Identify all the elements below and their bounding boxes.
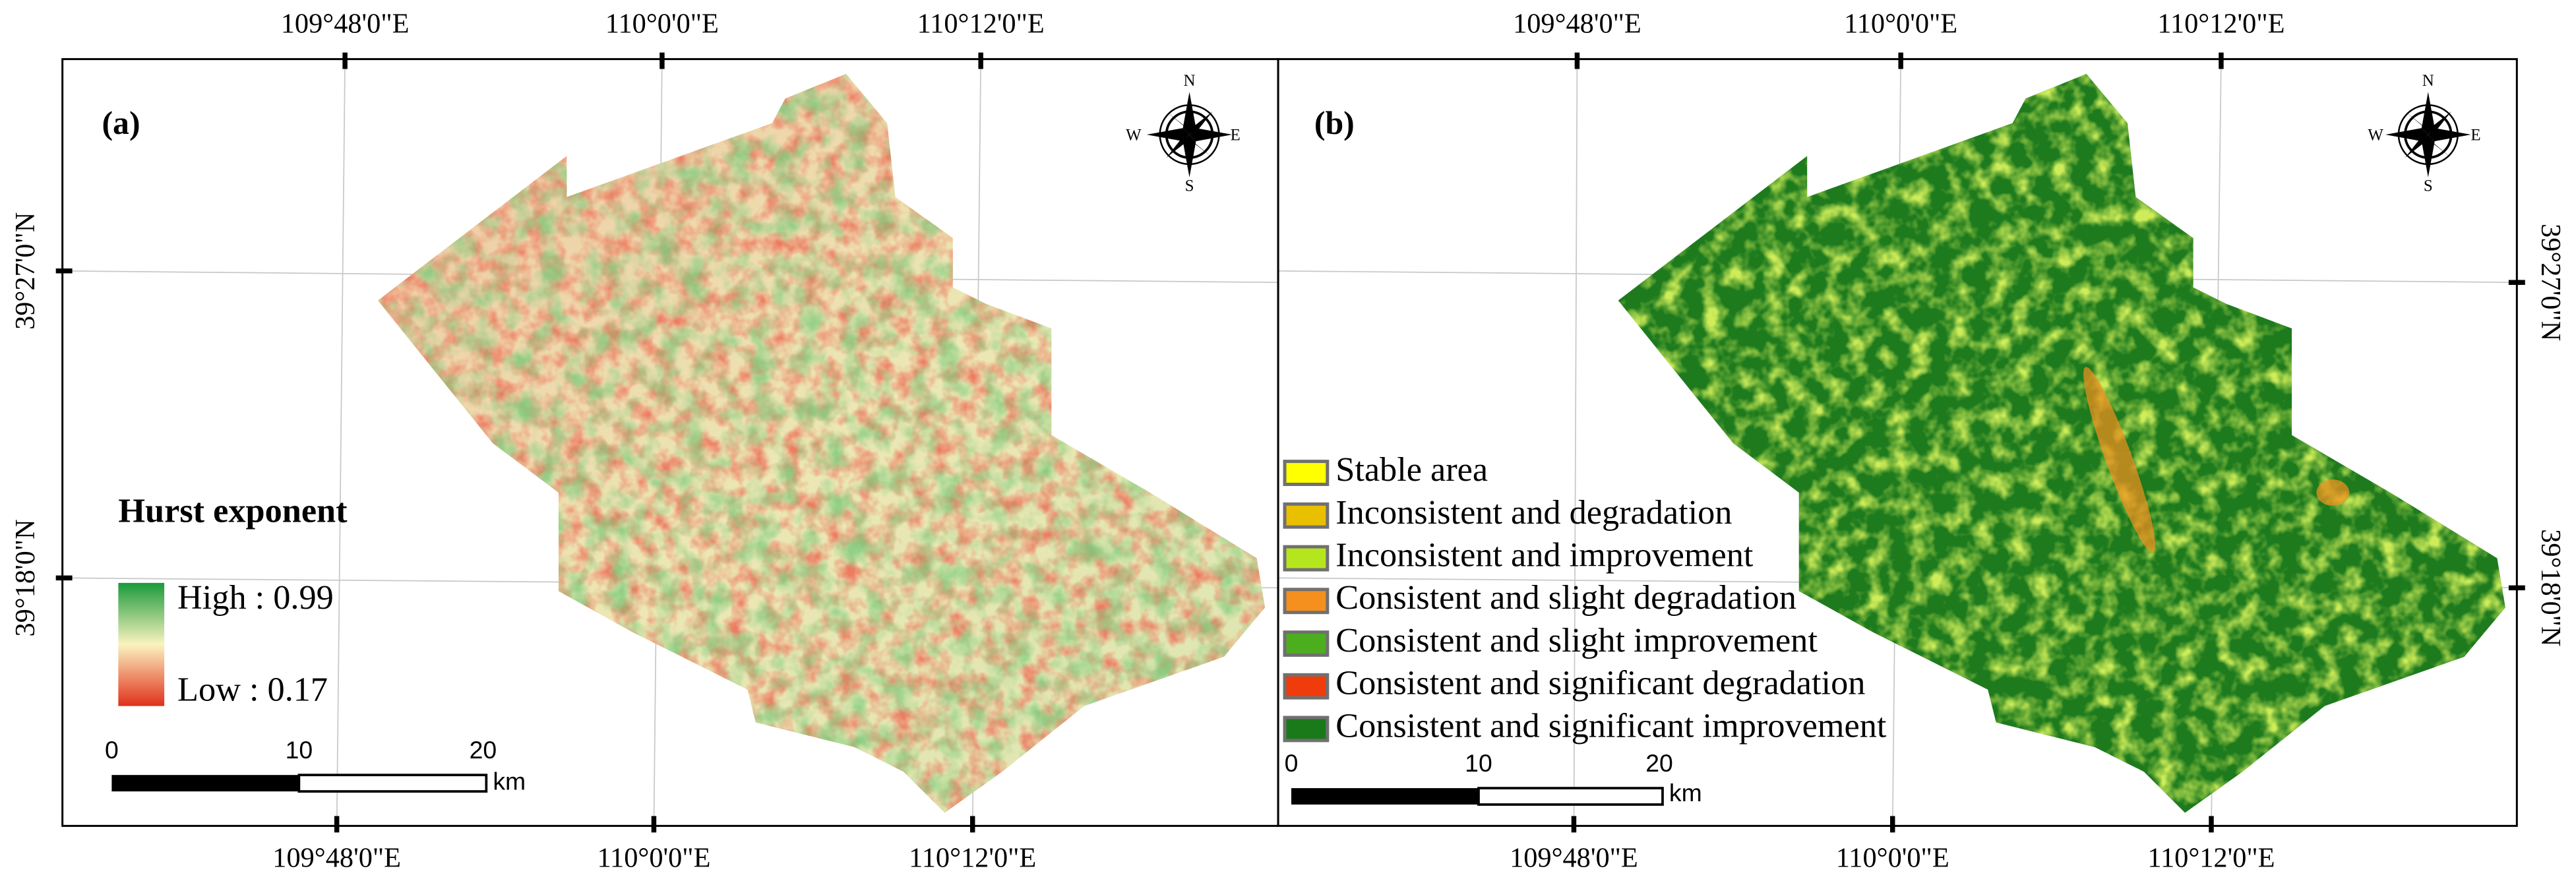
compass-w: W (2368, 126, 2383, 144)
lon-label: 110°0'0"E (1844, 9, 1957, 40)
scale-tick: 0 (105, 736, 119, 764)
legend-swatch (1283, 460, 1330, 486)
scale-bar-white (1477, 787, 1664, 806)
lat-label: 39°18'0"N (2535, 529, 2566, 646)
lat-label: 39°27'0"N (2535, 224, 2566, 341)
scale-tick: 10 (286, 736, 313, 764)
legend-label: Consistent and slight improvement (1335, 621, 1818, 659)
legend-label: Consistent and significant degradation (1335, 664, 1865, 702)
scale-tick: 20 (470, 736, 497, 764)
scale-unit: km (1669, 779, 1702, 807)
lon-label: 110°12'0"E (917, 9, 1045, 40)
legend-swatch (1283, 502, 1330, 529)
lon-label: 110°12'0"E (2147, 842, 2275, 873)
panel-label: (b) (1314, 105, 1355, 141)
scale-bar-white (297, 774, 488, 793)
ticks (55, 52, 983, 833)
lat-label: 39°27'0"N (10, 212, 41, 330)
legend-label: Consistent and significant improvement (1335, 706, 1887, 745)
lon-label: 109°48'0"E (1513, 9, 1641, 40)
legend-swatch (1283, 630, 1330, 657)
legend-title: Hurst exponent (118, 491, 348, 530)
compass-n: N (1184, 72, 1196, 90)
compass-s: S (2424, 177, 2433, 195)
legend-label: Stable area (1335, 450, 1488, 489)
legend-low: Low : 0.17 (177, 671, 328, 709)
panel-label: (a) (102, 105, 140, 141)
compass-s: S (1185, 177, 1194, 195)
compass-e: E (2470, 126, 2480, 144)
ticks (1571, 52, 2525, 833)
lon-label: 109°48'0"E (281, 9, 410, 40)
compass (1145, 90, 1234, 179)
legend-label: Inconsistent and improvement (1335, 536, 1754, 574)
legend-high: High : 0.99 (177, 578, 334, 617)
compass-w: W (1126, 126, 1142, 144)
legend-swatch (1283, 545, 1330, 572)
hurst-map (377, 74, 1266, 813)
legend-ramp (118, 582, 165, 706)
lon-label: 110°0'0"E (1836, 842, 1949, 873)
panel-a: 109°48'0"E 110°0'0"E 110°12'0"E 109°48'0… (10, 9, 1279, 873)
scale-unit: km (493, 767, 526, 795)
lon-label: 110°0'0"E (605, 9, 719, 40)
legend-label: Consistent and slight degradation (1335, 578, 1796, 617)
scale-bar-black (1291, 788, 1479, 805)
scale-tick: 0 (1285, 749, 1299, 777)
map-texture (377, 74, 1266, 813)
lon-label: 110°0'0"E (597, 842, 710, 873)
compass-e: E (1231, 126, 1241, 144)
panel-b: 109°48'0"E 110°0'0"E 110°12'0"E 109°48'0… (1277, 9, 2566, 873)
compass (2384, 90, 2472, 179)
legend-swatch (1283, 588, 1330, 615)
scale-tick: 20 (1645, 749, 1673, 777)
lon-label: 110°12'0"E (909, 842, 1036, 873)
map-frame (1277, 58, 2518, 827)
compass-n: N (2422, 72, 2434, 90)
map-patch (2083, 367, 2155, 553)
legend: Stable area Inconsistent and degradation I… (1283, 450, 1887, 745)
lon-label: 109°48'0"E (272, 842, 401, 873)
map-patch (2316, 479, 2350, 506)
lon-label: 110°12'0"E (2157, 9, 2285, 40)
scale-tick: 10 (1465, 749, 1492, 777)
scale-bar-black (111, 775, 299, 792)
lat-label: 39°18'0"N (10, 519, 41, 636)
legend-swatch (1283, 673, 1330, 700)
legend-label: Inconsistent and degradation (1335, 493, 1732, 532)
lon-label: 109°48'0"E (1510, 842, 1638, 873)
legend-swatch (1283, 716, 1330, 743)
